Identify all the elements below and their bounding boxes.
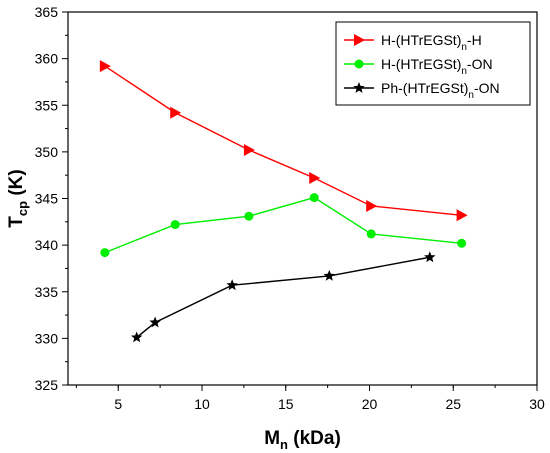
- legend-marker: [354, 34, 365, 46]
- y-tick-label: 325: [35, 377, 59, 393]
- series-3: [130, 251, 436, 343]
- x-tick-label: 30: [529, 396, 545, 412]
- data-point: [99, 60, 111, 73]
- data-point: [100, 248, 110, 258]
- x-axis-title: Mn (kDa): [264, 428, 341, 452]
- y-tick-label: 335: [35, 284, 59, 300]
- x-tick-label: 10: [194, 396, 210, 412]
- x-tick-label: 15: [278, 396, 294, 412]
- series-line: [136, 256, 430, 338]
- data-point: [309, 193, 319, 203]
- legend-item: H-(HTrEGSt)n-ON: [344, 56, 493, 77]
- data-point: [226, 279, 238, 291]
- series-group: [99, 60, 468, 343]
- data-point: [243, 144, 255, 157]
- x-tick-label: 5: [114, 396, 122, 412]
- series-1: [99, 60, 468, 222]
- y-tick-label: 350: [35, 144, 59, 160]
- y-tick-label: 340: [35, 237, 59, 253]
- series-line: [104, 196, 462, 254]
- data-point: [366, 199, 378, 212]
- legend-marker: [354, 59, 364, 69]
- data-point: [244, 211, 254, 221]
- legend-label: Ph-(HTrEGSt)n-ON: [381, 80, 500, 101]
- series-2: [100, 193, 467, 258]
- data-point: [170, 106, 182, 119]
- y-tick-label: 345: [35, 191, 59, 207]
- y-tick-label: 360: [35, 51, 59, 67]
- data-point: [457, 238, 467, 248]
- data-point: [366, 229, 376, 239]
- data-point: [149, 316, 161, 328]
- data-point: [309, 171, 321, 184]
- series-line: [104, 65, 462, 216]
- legend-box: [335, 21, 531, 106]
- axis-ticks: 5 10 15 20 25 30 325 330 335 340 345 350 355 360 365: [35, 4, 545, 412]
- plot-frame: [67, 11, 538, 386]
- data-point: [130, 331, 143, 343]
- legend-item: Ph-(HTrEGSt)n-ON: [344, 80, 500, 101]
- legend-label: H-(HTrEGSt)n-H: [381, 32, 482, 53]
- data-point: [424, 251, 436, 263]
- data-point: [170, 220, 180, 230]
- y-tick-label: 365: [35, 4, 59, 20]
- data-point: [456, 209, 468, 222]
- x-tick-label: 20: [362, 396, 378, 412]
- data-point: [323, 269, 336, 281]
- legend: H-(HTrEGSt)n-H H-(HTrEGSt)n-ON Ph-(HTrEGSt…: [335, 21, 531, 106]
- x-tick-label: 25: [445, 396, 461, 412]
- y-axis-title: Tcp (K): [6, 169, 30, 227]
- legend-marker: [353, 82, 365, 93]
- legend-item: H-(HTrEGSt)n-H: [344, 32, 482, 53]
- y-tick-label: 355: [35, 97, 59, 113]
- y-tick-label: 330: [35, 330, 59, 346]
- legend-label: H-(HTrEGSt)n-ON: [381, 56, 493, 77]
